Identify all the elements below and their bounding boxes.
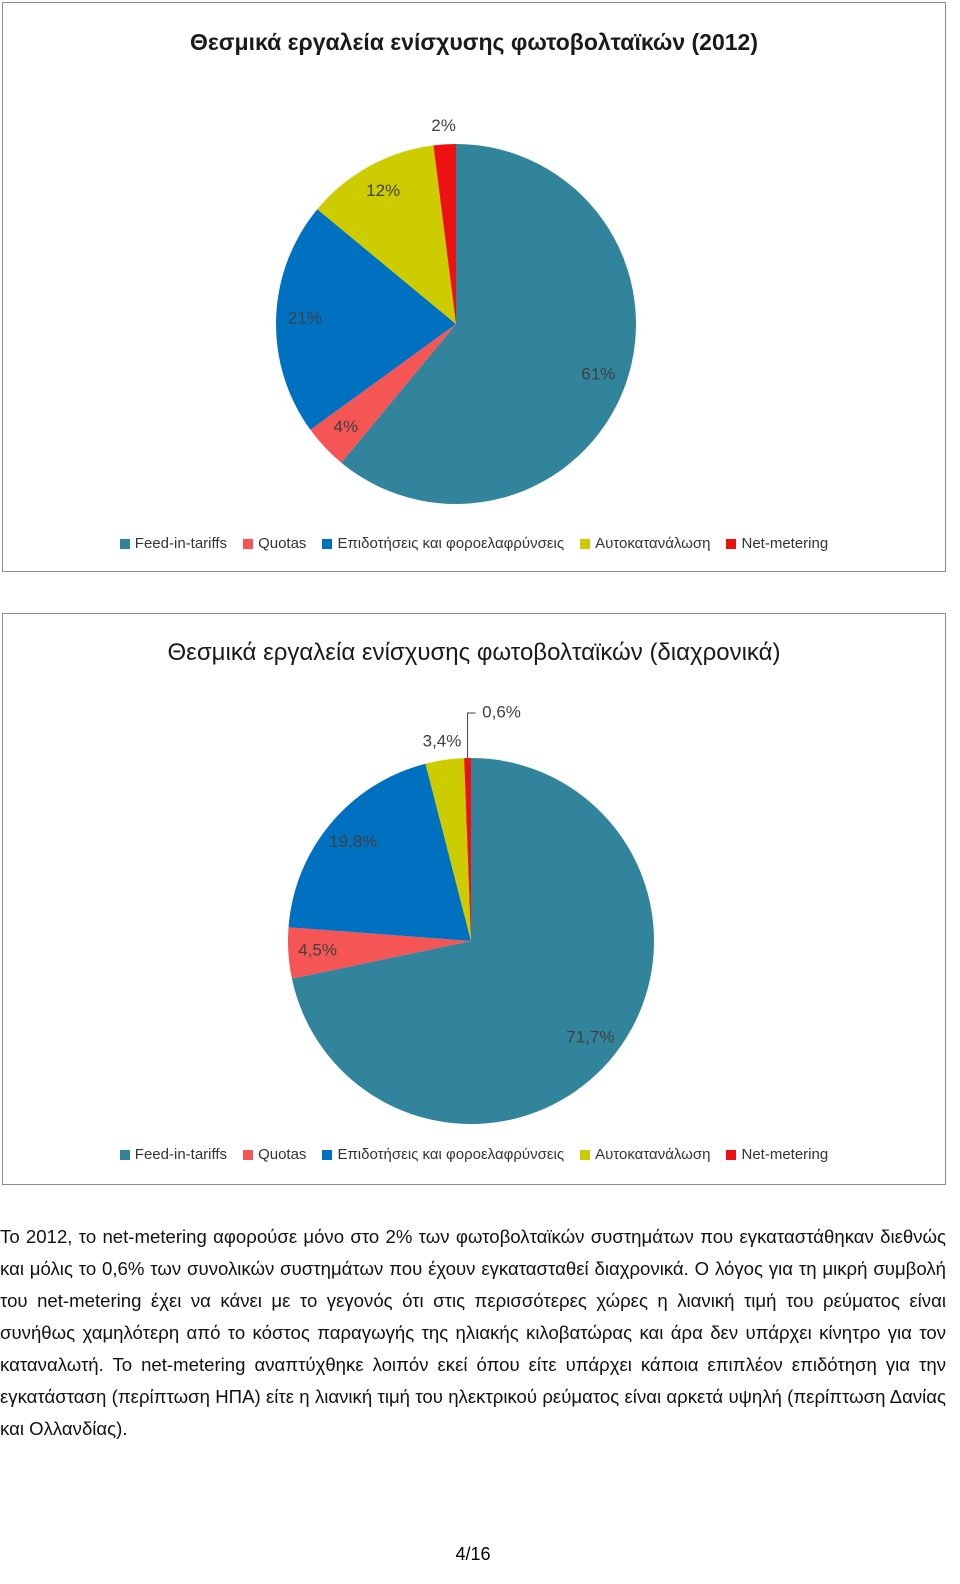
leader-line xyxy=(467,712,476,759)
legend-label: Quotas xyxy=(258,1146,307,1163)
chart-title: Θεσμικά εργαλεία ενίσχυσης φωτοβολταϊκών… xyxy=(167,639,781,666)
page-number: 4/16 xyxy=(455,1544,491,1564)
legend-item: Quotas xyxy=(243,535,306,552)
legend: Feed-in-tariffs Quotas Επιδοτήσεις και φορ… xyxy=(3,1146,945,1163)
pie-plot: 71,7% 4,5% 19,8% 3,4% 0,6% xyxy=(288,702,654,1124)
pie-slice xyxy=(464,758,471,941)
pie-chart: 71,7% 4,5% 19,8% 3,4% 0,6% Θεσμικά εργαλεία … xyxy=(2,613,946,1185)
legend-item: Feed-in-tariffs xyxy=(119,535,228,552)
legend-item: Quotas xyxy=(243,1146,306,1163)
legend-label: Επιδοτήσεις και φοροελαφρύνσεις xyxy=(337,535,565,552)
pie-slice xyxy=(288,927,471,979)
legend-swatch xyxy=(726,538,737,549)
legend-label: Quotas xyxy=(258,535,307,552)
legend-swatch xyxy=(580,1149,591,1160)
data-label: 12% xyxy=(366,181,400,200)
legend-label: Net-metering xyxy=(741,535,829,552)
legend-swatch xyxy=(243,1149,254,1160)
data-label: 2% xyxy=(431,116,456,135)
legend-item: Επιδοτήσεις και φοροελαφρύνσεις xyxy=(322,535,564,552)
legend-item: Net-metering xyxy=(726,535,828,552)
pie-chart: 61% 4% 21% 12% 2% Θεσμικά εργαλεία ενίσχυσης… xyxy=(2,2,946,572)
data-label: 0,6% xyxy=(482,702,521,721)
pie-slice xyxy=(310,324,456,463)
legend-item: Επιδοτήσεις και φοροελαφρύνσεις xyxy=(322,1146,564,1163)
legend-swatch xyxy=(243,538,254,549)
pie-slice xyxy=(276,209,456,430)
pie-slice xyxy=(341,144,636,504)
legend-swatch xyxy=(726,1149,737,1160)
data-label: 21% xyxy=(288,309,322,328)
legend-label: Αυτοκατανάλωση xyxy=(595,1146,711,1163)
pie-slice xyxy=(317,145,456,324)
data-label: 71,7% xyxy=(566,1027,614,1046)
legend-swatch xyxy=(322,1149,333,1160)
legend-swatch xyxy=(322,538,333,549)
legend-item: Feed-in-tariffs xyxy=(119,1146,228,1163)
legend-label: Feed-in-tariffs xyxy=(134,535,228,552)
legend-item: Αυτοκατανάλωση xyxy=(580,1146,710,1163)
legend-item: Net-metering xyxy=(726,1146,828,1163)
legend: Feed-in-tariffs Quotas Επιδοτήσεις και φορ… xyxy=(3,535,945,552)
paragraph: Το 2012, το net-metering αφορούσε μόνο σ… xyxy=(0,1226,946,1439)
legend-swatch xyxy=(580,538,591,549)
data-label: 61% xyxy=(581,365,615,384)
legend-swatch xyxy=(119,1149,130,1160)
legend-label: Αυτοκατανάλωση xyxy=(595,535,711,552)
legend-label: Επιδοτήσεις και φοροελαφρύνσεις xyxy=(337,1146,565,1163)
pie-slice xyxy=(433,144,456,324)
chart-title: Θεσμικά εργαλεία ενίσχυσης φωτοβολταϊκών… xyxy=(190,29,758,55)
legend-item: Αυτοκατανάλωση xyxy=(580,535,710,552)
data-label: 4,5% xyxy=(298,941,337,960)
legend-label: Feed-in-tariffs xyxy=(134,1146,228,1163)
pie-slice xyxy=(425,758,471,941)
pie-slice xyxy=(291,758,654,1124)
data-label: 19,8% xyxy=(329,832,377,851)
data-label: 4% xyxy=(333,417,358,436)
pie-slice xyxy=(288,763,471,941)
legend-swatch xyxy=(119,538,130,549)
pie-plot: 61% 4% 21% 12% 2% xyxy=(276,116,636,504)
data-label: 3,4% xyxy=(423,731,462,750)
legend-label: Net-metering xyxy=(741,1146,829,1163)
